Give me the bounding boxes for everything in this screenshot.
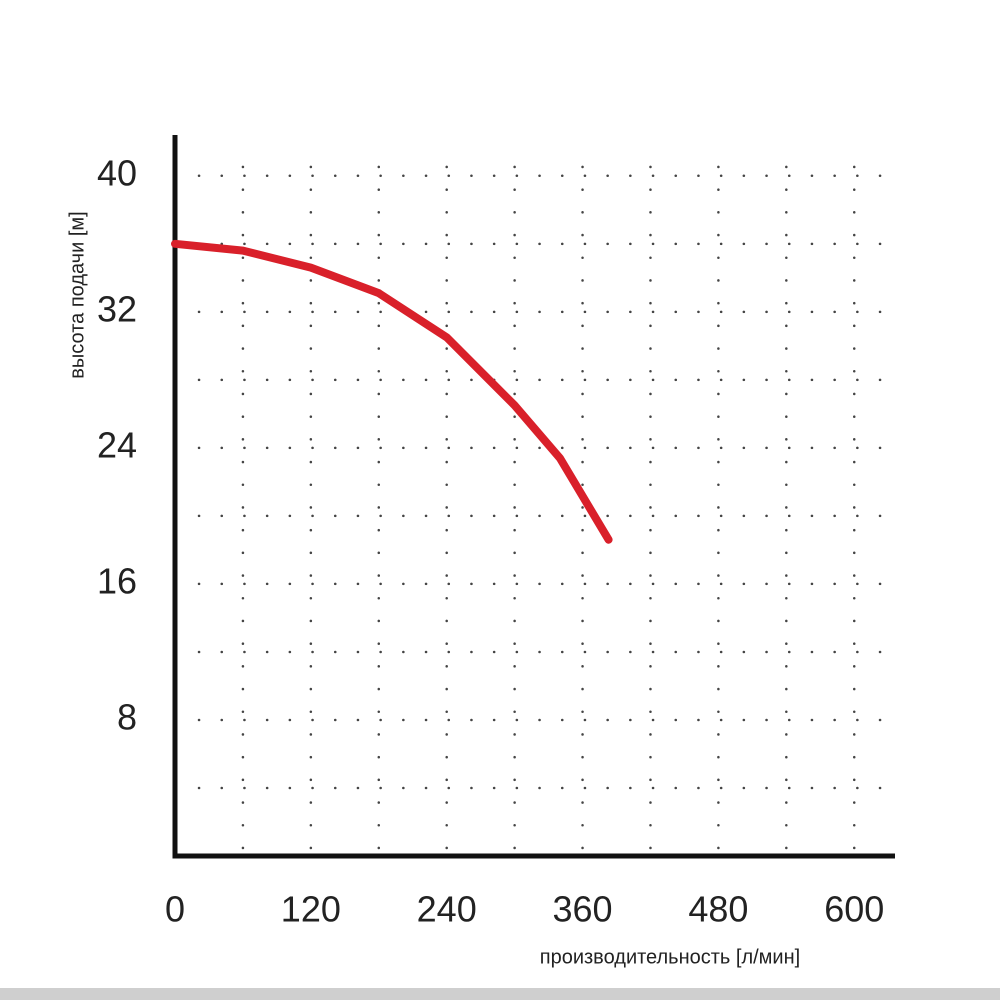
x-tick-label: 480 [688,889,748,930]
x-tick-label: 240 [417,889,477,930]
x-tick-label: 360 [553,889,613,930]
bottom-bar [0,988,1000,1000]
y-tick-label: 24 [97,424,137,465]
y-tick-label: 16 [97,560,137,601]
y-axis-label: высота подачи [м] [66,211,88,378]
y-tick-label: 32 [97,288,137,329]
x-tick-label: 0 [165,889,185,930]
y-tick-label: 8 [117,696,137,737]
x-tick-label: 120 [281,889,341,930]
y-tick-label: 40 [97,152,137,193]
x-axis-label: производительность [л/мин] [540,946,800,968]
pump-curve [171,239,613,544]
x-tick-label: 600 [824,889,884,930]
